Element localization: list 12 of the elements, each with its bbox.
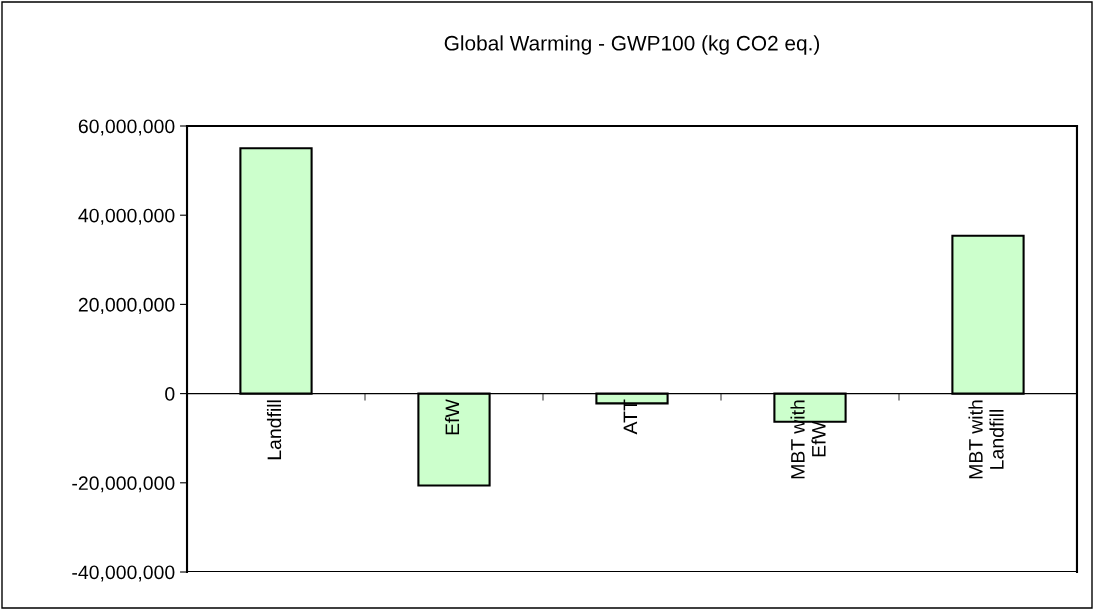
x-tick-label: Landfill	[266, 400, 282, 460]
y-tick-label: 40,000,000	[78, 208, 175, 225]
x-tick-label: EfW	[444, 399, 460, 435]
y-tick-label: -20,000,000	[72, 476, 175, 493]
y-tick-label: 0	[165, 387, 175, 401]
y-tick-label: -40,000,000	[72, 565, 175, 582]
y-tick-label: 20,000,000	[78, 297, 175, 314]
x-tick-label: MBT with EfW	[790, 400, 826, 479]
x-tick-label: ATT	[623, 399, 638, 435]
y-tick-label: 60,000,000	[78, 119, 175, 136]
chart-title: Global Warming - GWP100 (kg CO2 eq.)	[444, 35, 820, 55]
x-tick-label: MBT with Landfill	[968, 400, 1004, 479]
